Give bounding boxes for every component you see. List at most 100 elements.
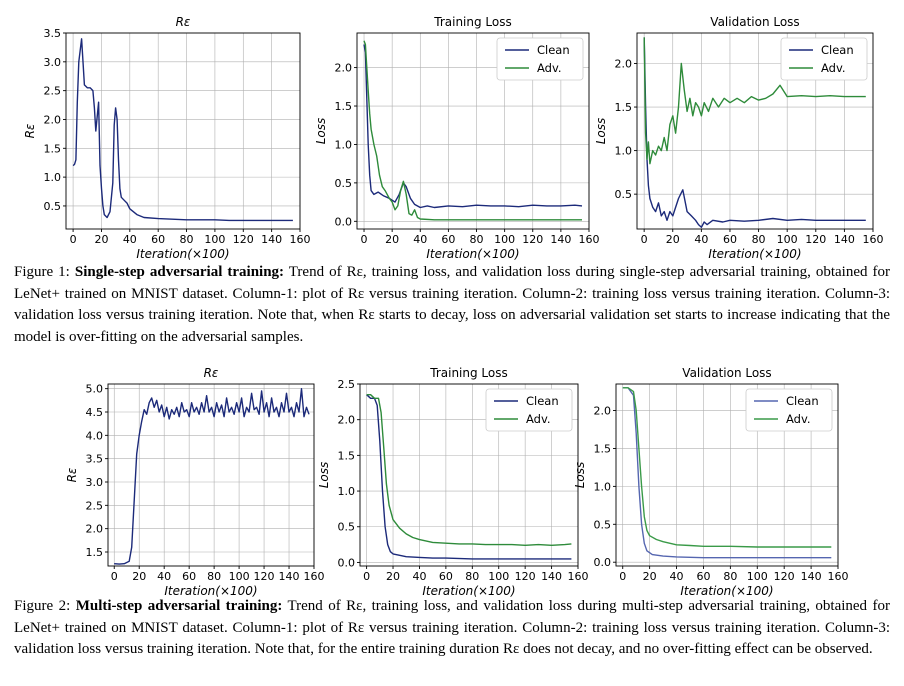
x-tick-label: 160: [828, 570, 849, 583]
figure2-caption-text: Trend of Rε, training loss, and validati…: [14, 598, 890, 657]
x-tick-label: 40: [694, 233, 708, 246]
x-tick-label: 140: [834, 233, 855, 246]
x-tick-label: 120: [515, 570, 536, 583]
y-tick-label: 2.5: [338, 378, 356, 391]
legend-label: Clean: [537, 43, 570, 57]
legend-label: Clean: [821, 43, 854, 57]
series-line-main: [114, 388, 310, 565]
y-tick-label: 2.0: [44, 113, 62, 126]
y-tick-label: 2.5: [44, 85, 62, 98]
x-tick-label: 80: [470, 233, 484, 246]
y-tick-label: 2.0: [594, 405, 612, 418]
x-tick-label: 0: [619, 570, 626, 583]
chart-f2c1: 0 20 40 60 80 100 120 140 160 1.5 2.0 2.5 3.0 3.5 4.0 4…: [65, 366, 325, 598]
legend-label: Adv.: [537, 61, 562, 75]
x-tick-label: 60: [182, 570, 196, 583]
x-axis-label: Iteration(×100): [426, 247, 519, 261]
y-tick-label: 1.0: [594, 480, 612, 493]
series-line-clean: [366, 394, 572, 560]
x-tick-label: 140: [261, 233, 282, 246]
y-tick-label: 3.5: [44, 27, 62, 40]
chart-title: Training Loss: [429, 366, 507, 380]
x-axis-label: Iteration(×100): [680, 584, 773, 598]
y-tick-label: 0.5: [335, 177, 353, 190]
y-tick-label: 2.0: [615, 57, 633, 70]
legend-box: [780, 37, 868, 81]
x-tick-label: 40: [157, 570, 171, 583]
y-axis-label: Loss: [573, 462, 587, 489]
chart-title: Validation Loss: [710, 15, 799, 29]
plot-frame: [359, 383, 579, 567]
x-tick-label: 20: [132, 570, 146, 583]
x-tick-label: 160: [290, 233, 311, 246]
x-tick-label: 20: [94, 233, 108, 246]
figure2-caption-bold: Multi-step adversarial training:: [75, 598, 283, 614]
series-line-adv: [366, 394, 572, 546]
x-tick-label: 160: [304, 570, 325, 583]
x-tick-label: 160: [863, 233, 884, 246]
x-tick-label: 0: [70, 233, 77, 246]
y-axis-label: Loss: [314, 118, 328, 145]
legend-label: Clean: [786, 394, 819, 408]
y-tick-label: 4.0: [86, 429, 104, 442]
legend-label: Adv.: [526, 412, 551, 426]
chart-title: Training Loss: [433, 15, 511, 29]
x-tick-label: 60: [696, 570, 710, 583]
x-tick-label: 20: [666, 233, 680, 246]
chart-f1c1: 0 20 40 60 80 100 120 140 160 0.5 1.0 1.5 2.0 2.5 3.0 3…: [23, 15, 311, 261]
series-line-main: [72, 38, 293, 222]
x-axis-label: Iteration(×100): [136, 247, 229, 261]
x-tick-label: 80: [180, 233, 194, 246]
x-tick-label: 100: [488, 570, 509, 583]
y-tick-label: 1.5: [44, 142, 62, 155]
x-axis-label: Iteration(×100): [164, 584, 257, 598]
y-tick-label: 1.5: [335, 100, 353, 113]
chart-f1c3: 0 20 40 60 80 100 120 140 160 0.5 1.0 1.5 2.0 Validat…: [594, 15, 884, 261]
y-axis-label: Loss: [317, 462, 331, 489]
x-tick-label: 20: [643, 570, 657, 583]
x-tick-label: 40: [412, 570, 426, 583]
x-tick-label: 80: [752, 233, 766, 246]
legend-label: Adv.: [821, 61, 846, 75]
x-tick-label: 40: [123, 233, 137, 246]
y-axis-label: Rε: [65, 467, 79, 482]
y-tick-label: 1.0: [615, 145, 633, 158]
series-line-clean: [622, 387, 832, 559]
x-tick-label: 40: [413, 233, 427, 246]
x-tick-label: 120: [254, 570, 275, 583]
y-tick-label: 2.0: [335, 62, 353, 75]
legend-label: Clean: [526, 394, 559, 408]
y-tick-label: 3.5: [86, 453, 104, 466]
y-tick-label: 3.0: [86, 476, 104, 489]
x-tick-label: 100: [777, 233, 798, 246]
y-axis-label: Rε: [23, 123, 37, 138]
figure2-caption: Figure 2: Multi-step adversarial trainin…: [0, 596, 904, 661]
x-tick-label: 120: [805, 233, 826, 246]
x-tick-label: 160: [579, 233, 600, 246]
y-tick-label: 1.0: [338, 485, 356, 498]
x-tick-label: 140: [279, 570, 300, 583]
plot-frame: [615, 383, 839, 567]
series-line-clean: [363, 44, 583, 209]
legend-box: [485, 388, 573, 432]
figure1-caption-bold: Single-step adversarial training:: [74, 264, 285, 280]
y-tick-label: 2.0: [338, 414, 356, 427]
x-tick-label: 80: [465, 570, 479, 583]
y-tick-label: 1.5: [594, 442, 612, 455]
figure1-caption: Figure 1: Single-step adversarial traini…: [0, 262, 904, 348]
series-line-adv: [363, 40, 582, 221]
x-tick-label: 140: [550, 233, 571, 246]
y-tick-label: 0.5: [44, 200, 62, 213]
y-axis-label: Loss: [594, 118, 608, 145]
y-tick-label: 0.5: [338, 521, 356, 534]
chart-f2c2: 0 20 40 60 80 100 120 140 160 0.0 0.5 1.0 1.5 2.0 2.5 T…: [317, 366, 589, 598]
x-tick-label: 100: [747, 570, 768, 583]
y-tick-label: 0.5: [594, 518, 612, 531]
y-tick-label: 0.0: [338, 556, 356, 569]
y-tick-label: 2.0: [86, 523, 104, 536]
series-line-adv: [643, 37, 866, 165]
y-tick-label: 1.0: [335, 138, 353, 151]
y-tick-label: 4.5: [86, 406, 104, 419]
x-tick-label: 0: [641, 233, 648, 246]
